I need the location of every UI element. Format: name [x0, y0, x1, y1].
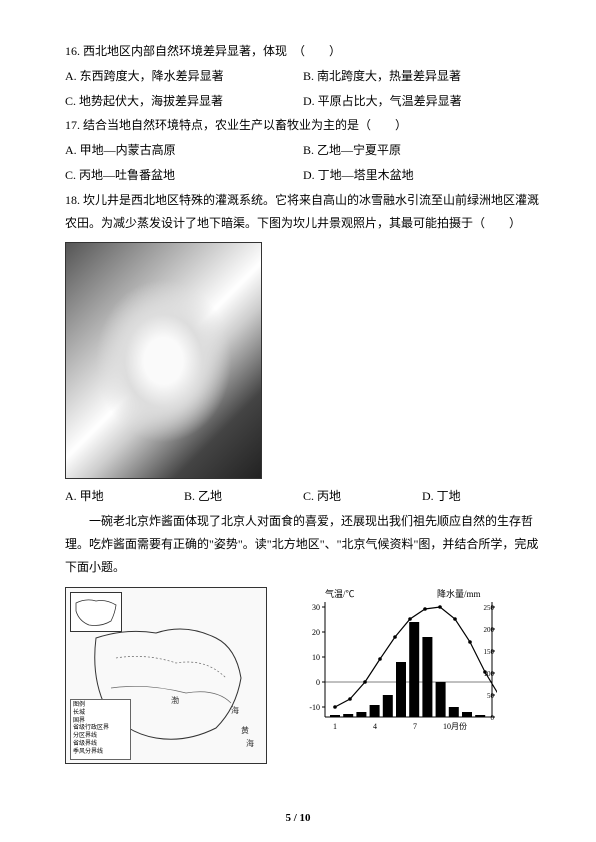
kanerjing-photo — [65, 242, 262, 479]
climate-chart: 气温/℃ 降水量/mm 3020100-10 250200150100500 — [297, 587, 497, 737]
legend-l1: 长城 — [73, 710, 128, 718]
q18-stem: 18. 坎儿井是西北地区特殊的灌溉系统。它将来自高山的冰雪融水引流至山前绿洲地区… — [65, 189, 541, 235]
legend-l5: 省级界线 — [73, 741, 128, 749]
q17-opt-b: B. 乙地—宁夏平原 — [303, 139, 541, 162]
svg-text:10月份: 10月份 — [443, 721, 467, 731]
temp-axis-label: 气温/℃ — [325, 588, 355, 599]
svg-text:海: 海 — [231, 705, 239, 715]
q17-options-row2: C. 丙地—吐鲁番盆地 D. 丁地—塔里木盆地 — [65, 164, 541, 187]
svg-text:7: 7 — [413, 722, 417, 731]
q17-opt-c: C. 丙地—吐鲁番盆地 — [65, 164, 303, 187]
q16-opt-b: B. 南北跨度大，热量差异显著 — [303, 65, 541, 88]
svg-text:-10: -10 — [309, 703, 320, 712]
svg-text:50: 50 — [487, 692, 495, 700]
legend-l4: 分区界线 — [73, 733, 128, 741]
svg-text:渤: 渤 — [171, 695, 179, 705]
svg-text:海: 海 — [246, 738, 254, 748]
svg-text:10: 10 — [312, 653, 320, 662]
q18-opt-d: D. 丁地 — [422, 485, 541, 508]
q16-opt-a: A. 东西跨度大，降水差异显著 — [65, 65, 303, 88]
svg-text:4: 4 — [373, 722, 377, 731]
passage-p1: 一碗老北京炸酱面体现了北京人对面食的喜爱，还展现出我们祖先顺应自然的生存哲理。吃… — [65, 510, 541, 578]
q16-stem: 16. 西北地区内部自然环境差异显著，体现 （ ） — [65, 40, 541, 63]
svg-text:1: 1 — [333, 722, 337, 731]
svg-text:0: 0 — [316, 678, 320, 687]
q18-opt-b: B. 乙地 — [184, 485, 303, 508]
north-region-map: 渤 海 黄 海 图例 长城 国界 省级行政区界 分区界线 省级界线 季风分界线 — [65, 587, 267, 764]
q16-opt-d: D. 平原占比大，气温差异显著 — [303, 90, 541, 113]
map-legend: 图例 长城 国界 省级行政区界 分区界线 省级界线 季风分界线 — [70, 699, 131, 760]
map-inset — [70, 592, 122, 632]
page-footer: 5 / 10 — [0, 812, 596, 824]
svg-text:150: 150 — [484, 648, 495, 656]
q17-opt-d: D. 丁地—塔里木盆地 — [303, 164, 541, 187]
svg-text:0: 0 — [491, 714, 495, 722]
legend-title: 图例 — [73, 702, 128, 710]
figures-row: 渤 海 黄 海 图例 长城 国界 省级行政区界 分区界线 省级界线 季风分界线 … — [65, 587, 541, 764]
legend-l6: 季风分界线 — [73, 749, 128, 757]
q16-options-row1: A. 东西跨度大，降水差异显著 B. 南北跨度大，热量差异显著 — [65, 65, 541, 88]
legend-l3: 省级行政区界 — [73, 725, 128, 733]
svg-text:20: 20 — [312, 628, 320, 637]
svg-text:250: 250 — [484, 604, 495, 612]
q16-options-row2: C. 地势起伏大，海拔差异显著 D. 平原占比大，气温差异显著 — [65, 90, 541, 113]
q16-opt-c: C. 地势起伏大，海拔差异显著 — [65, 90, 303, 113]
q18-opt-c: C. 丙地 — [303, 485, 422, 508]
q18-options-row: A. 甲地 B. 乙地 C. 丙地 D. 丁地 — [65, 485, 541, 508]
q17-stem: 17. 结合当地自然环境特点，农业生产以畜牧业为主的是（ ） — [65, 114, 541, 137]
q17-options-row1: A. 甲地—内蒙古高原 B. 乙地—宁夏平原 — [65, 139, 541, 162]
svg-text:黄: 黄 — [241, 725, 249, 735]
q17-opt-a: A. 甲地—内蒙古高原 — [65, 139, 303, 162]
precip-axis-label: 降水量/mm — [437, 588, 481, 599]
q18-opt-a: A. 甲地 — [65, 485, 184, 508]
climate-svg: 气温/℃ 降水量/mm 3020100-10 250200150100500 — [297, 587, 497, 737]
svg-text:30: 30 — [312, 603, 320, 612]
svg-text:200: 200 — [484, 626, 495, 634]
